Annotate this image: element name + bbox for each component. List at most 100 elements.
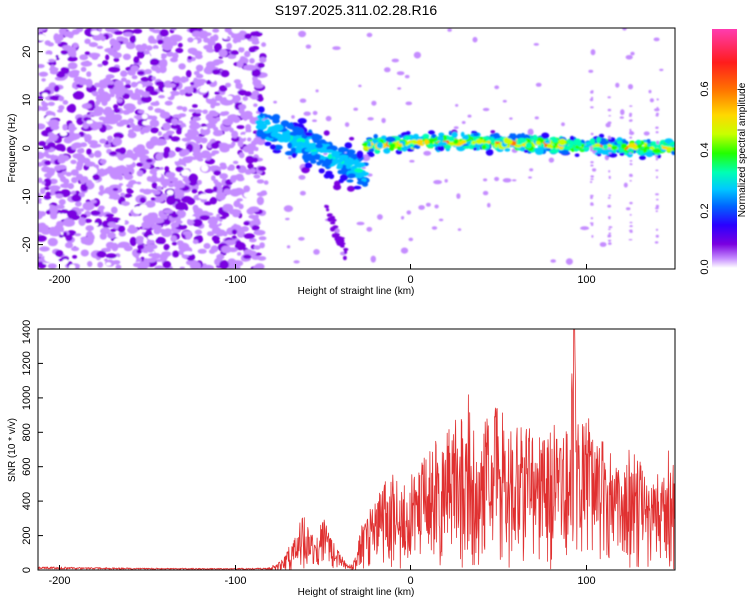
heatmap-cell <box>99 232 107 240</box>
heatmap-cell <box>207 142 213 149</box>
heatmap-cell <box>629 231 633 233</box>
heatmap-cell <box>193 39 198 45</box>
heatmap-cell <box>608 170 611 173</box>
heatmap-cell <box>48 168 55 177</box>
heatmap-cell <box>211 175 216 181</box>
heatmap-cell <box>99 159 107 164</box>
heatmap-cell <box>656 108 660 111</box>
heatmap-cell <box>91 91 98 95</box>
heatmap-cell <box>395 149 403 155</box>
heatmap-cell <box>38 223 44 229</box>
heatmap-cell <box>257 256 267 261</box>
heatmap-cell <box>353 107 359 111</box>
heatmap-cell <box>129 35 137 44</box>
heatmap-cell <box>38 95 44 100</box>
heatmap-cell <box>141 126 151 133</box>
heatmap-cell <box>453 139 459 144</box>
heatmap-cell <box>62 124 68 131</box>
heatmap-cell <box>586 144 591 147</box>
heatmap-cell <box>647 144 652 147</box>
heatmap-cell <box>404 93 412 98</box>
heatmap-cell <box>312 136 319 140</box>
heatmap-cell <box>401 146 408 152</box>
snr-line <box>38 329 675 570</box>
heatmap-cell <box>72 42 79 49</box>
heatmap-cell <box>84 51 91 56</box>
heatmap-cell <box>113 104 119 110</box>
heatmap-cell <box>589 181 593 183</box>
heatmap-cell <box>158 95 166 99</box>
heatmap-cell <box>322 161 331 167</box>
heatmap-cell <box>150 127 159 134</box>
heatmap-cell <box>177 42 183 48</box>
heatmap-cell <box>213 170 221 176</box>
heatmap-cell <box>244 33 252 40</box>
heatmap-cell <box>656 95 663 99</box>
heatmap-cell <box>272 149 282 154</box>
heatmap-cell <box>226 95 233 101</box>
heatmap-cell <box>55 143 66 151</box>
heatmap-cell <box>447 136 455 142</box>
heatmap-cell <box>487 202 491 208</box>
heatmap-cell <box>253 103 258 107</box>
heatmap-cell <box>594 143 601 148</box>
heatmap-cell <box>55 204 65 210</box>
heatmap-cell <box>199 104 208 110</box>
heatmap-cell <box>588 69 594 73</box>
heatmap-cell <box>656 106 659 109</box>
heatmap-cell <box>84 161 96 167</box>
heatmap-cell <box>312 215 319 219</box>
heatmap-cell <box>608 194 612 197</box>
heatmap-cell <box>346 164 351 170</box>
heatmap-cell <box>122 53 131 60</box>
heatmap-cell <box>259 112 264 118</box>
heatmap-cell <box>43 151 49 157</box>
snr-frame <box>37 328 676 571</box>
heatmap-cell <box>608 175 611 178</box>
heatmap-cell <box>629 214 632 216</box>
colorbar-label: Normalized spectral amplitude <box>737 82 748 217</box>
heatmap-cell <box>529 168 534 172</box>
heatmap-cell <box>292 126 298 132</box>
heatmap-cell <box>297 118 307 124</box>
heatmap-cell <box>78 217 86 226</box>
heatmap-cell <box>293 260 300 264</box>
heatmap-cell <box>400 247 409 254</box>
heatmap-cell <box>216 233 223 237</box>
heatmap-cell <box>439 116 443 120</box>
heatmap-cell <box>332 158 339 165</box>
heatmap-cell <box>213 186 218 193</box>
heatmap-cell <box>157 131 162 136</box>
heatmap-cell <box>119 119 130 125</box>
heatmap-cell <box>581 143 585 148</box>
heatmap-cell <box>142 188 153 195</box>
heatmap-cell <box>137 70 145 76</box>
heatmap-cell <box>251 40 260 45</box>
heatmap-cell <box>135 176 142 181</box>
heatmap-cell <box>109 151 118 156</box>
heatmap-cell <box>86 148 92 155</box>
heatmap-cell <box>253 174 261 179</box>
heatmap-cell <box>338 154 349 160</box>
heatmap-cell <box>105 213 114 218</box>
heatmap-cell <box>131 75 138 80</box>
heatmap-cell <box>628 114 632 117</box>
heatmap-cell <box>208 266 213 269</box>
heatmap-cell <box>243 233 255 239</box>
heatmap-cell <box>494 138 501 142</box>
heatmap-cell <box>451 131 458 138</box>
heatmap-cell <box>84 134 92 142</box>
heatmap-cell <box>199 215 211 221</box>
heatmap-cell <box>279 214 287 219</box>
heatmap-cell <box>164 100 173 106</box>
heatmap-cell <box>315 143 324 149</box>
heatmap-cell <box>568 100 574 103</box>
heatmap-cell <box>172 69 178 74</box>
heatmap-cell <box>243 185 251 193</box>
heatmap-cell <box>475 138 483 145</box>
heatmap-cell <box>58 105 65 111</box>
heatmap-cell <box>47 101 55 106</box>
heatmap-cell <box>328 173 335 179</box>
heatmap-cell <box>442 135 448 141</box>
heatmap-cell <box>389 143 396 149</box>
